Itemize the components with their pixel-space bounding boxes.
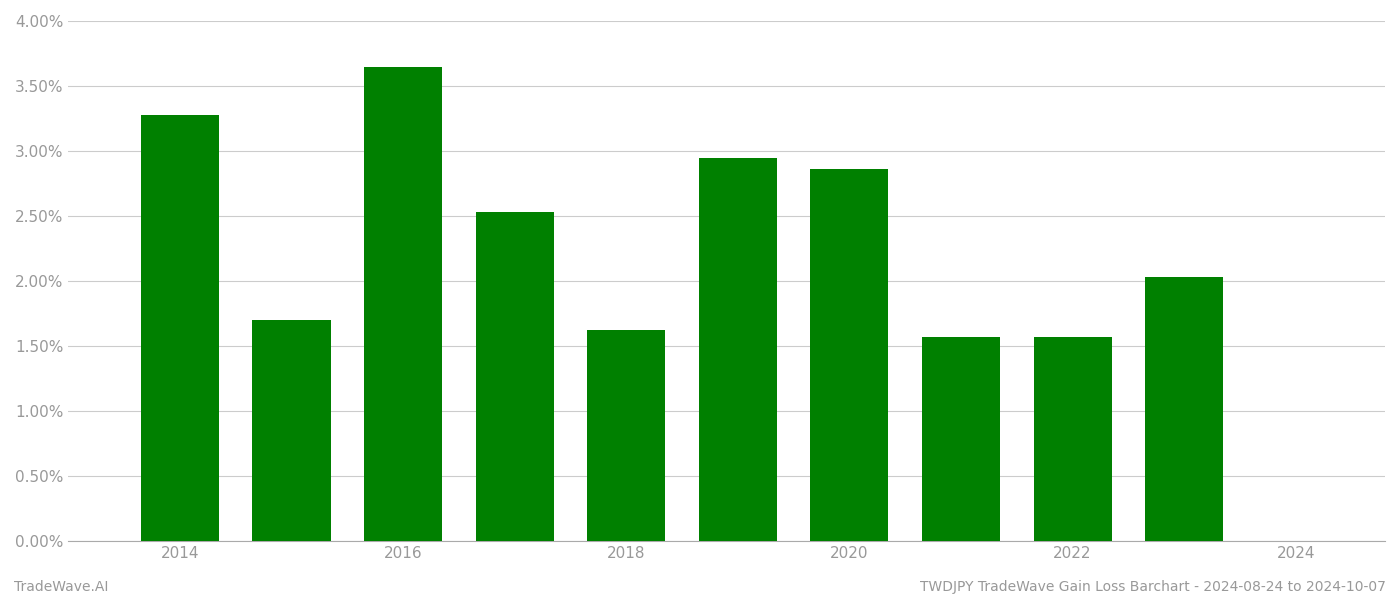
Bar <box>141 115 218 541</box>
Bar <box>364 67 442 541</box>
Bar <box>699 158 777 541</box>
Bar <box>1033 337 1112 541</box>
Text: TradeWave.AI: TradeWave.AI <box>14 580 108 594</box>
Bar <box>1145 277 1224 541</box>
Bar <box>587 331 665 541</box>
Bar <box>476 212 554 541</box>
Bar <box>252 320 330 541</box>
Bar <box>811 169 889 541</box>
Text: TWDJPY TradeWave Gain Loss Barchart - 2024-08-24 to 2024-10-07: TWDJPY TradeWave Gain Loss Barchart - 20… <box>920 580 1386 594</box>
Bar <box>923 337 1000 541</box>
